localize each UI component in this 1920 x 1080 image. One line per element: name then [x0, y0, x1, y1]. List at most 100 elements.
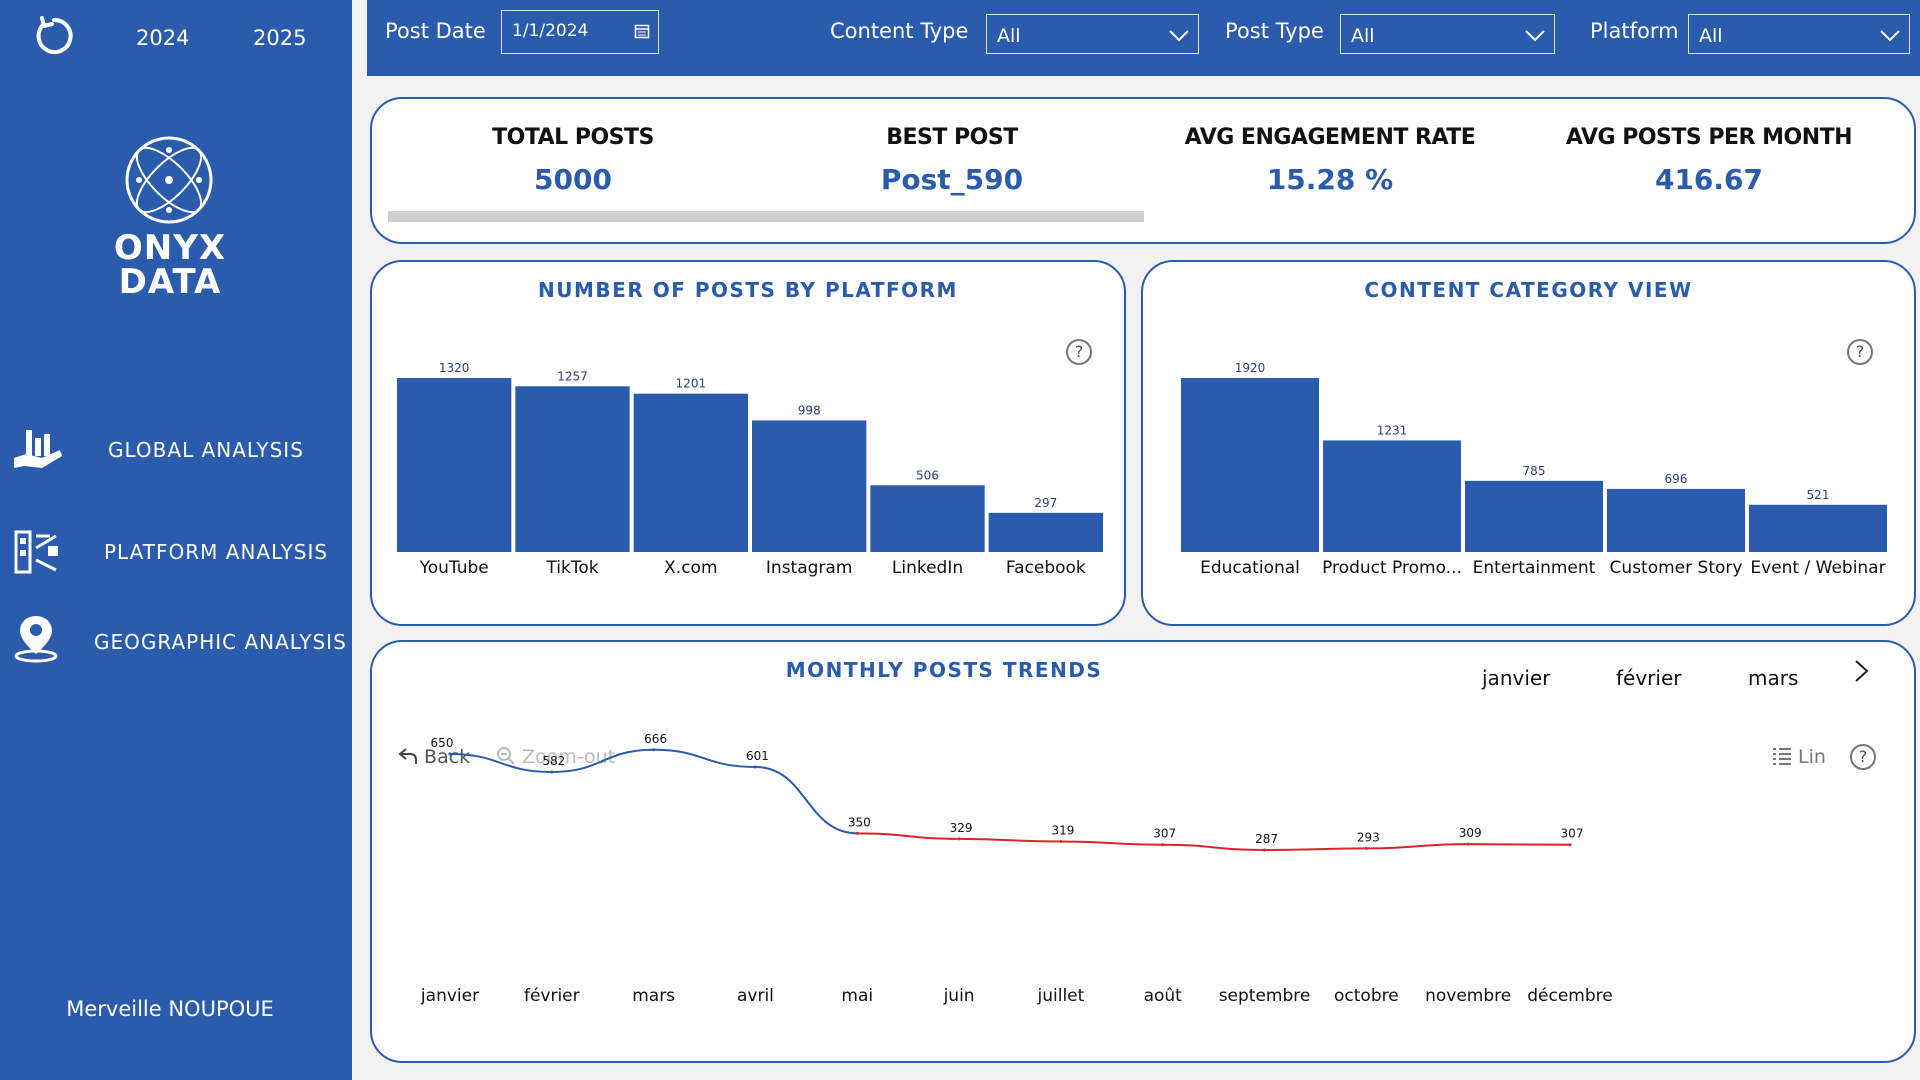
monthly-data-label: 319	[1051, 824, 1074, 838]
category-chart-card: CONTENT CATEGORY VIEW ? 1920 Educational 1…	[1141, 260, 1916, 626]
post-type-label: Post Type	[1225, 19, 1324, 43]
platform-data-label: 1201	[676, 377, 707, 391]
category-data-label: 1920	[1235, 361, 1266, 375]
monthly-data-label: 287	[1255, 832, 1278, 846]
platform-data-label: 506	[916, 468, 939, 482]
nav-global-analysis[interactable]: GLOBAL ANALYSIS	[0, 420, 352, 480]
chevron-right-icon[interactable]	[1852, 658, 1872, 684]
platform-category-label: TikTok	[545, 558, 598, 578]
kpi-engagement-value: 15.28 %	[1266, 163, 1394, 196]
platform-bar	[988, 512, 1103, 552]
monthly-data-label: 329	[950, 821, 973, 835]
monthly-month-label: juin	[943, 986, 975, 1006]
scale-toggle-button[interactable]: Lin	[1772, 746, 1826, 768]
year-2024-button[interactable]: 2024	[136, 26, 190, 50]
category-category-label: Customer Story	[1610, 558, 1743, 578]
kpi-avg-posts-value: 416.67	[1654, 163, 1764, 196]
platform-bar	[515, 386, 630, 552]
platform-data-label: 1320	[439, 361, 470, 375]
category-category-label: Entertainment	[1473, 558, 1596, 578]
monthly-point	[550, 770, 554, 774]
scale-label: Lin	[1798, 746, 1826, 768]
content-type-dropdown[interactable]: All	[986, 14, 1199, 54]
platform-bar-chart: 1320 YouTube 1257 TikTok 1201 X.com 998 Instagr…	[397, 361, 1103, 578]
platform-label: Platform	[1590, 19, 1679, 43]
monthly-point	[957, 837, 961, 841]
category-data-label: 521	[1807, 488, 1830, 502]
monthly-point	[1161, 843, 1165, 847]
post-type-value: All	[1351, 25, 1375, 47]
onyx-logo-icon	[125, 136, 213, 224]
category-bar-chart: 1920 Educational 1231 Product Promo... 785 En…	[1181, 361, 1887, 578]
nav-label: GLOBAL ANALYSIS	[108, 438, 304, 462]
platform-value: All	[1699, 25, 1723, 47]
category-chart-title: CONTENT CATEGORY VIEW	[1364, 278, 1693, 302]
drill-month-fevrier[interactable]: février	[1616, 666, 1682, 690]
category-bar	[1749, 504, 1887, 552]
monthly-month-label: mars	[632, 986, 675, 1006]
platform-dropdown[interactable]: All	[1688, 14, 1910, 54]
category-category-label: Event / Webinar	[1750, 558, 1885, 578]
monthly-data-label: 666	[644, 732, 667, 746]
kpi-total-posts-title: TOTAL POSTS	[492, 125, 654, 150]
help-icon[interactable]: ?	[1066, 339, 1092, 365]
monthly-point	[1364, 846, 1368, 850]
chevron-down-icon	[1525, 30, 1545, 42]
monthly-data-label: 350	[848, 815, 871, 829]
back-button[interactable]: Back	[398, 746, 470, 768]
year-2025-button[interactable]: 2025	[253, 26, 307, 50]
platform-chart-card: NUMBER OF POSTS BY PLATFORM ? 1320 YouTub…	[370, 260, 1126, 626]
platform-category-label: LinkedIn	[892, 558, 963, 578]
nav-geographic-analysis[interactable]: GEOGRAPHIC ANALYSIS	[0, 612, 352, 672]
calendar-icon	[634, 24, 650, 39]
post-date-label: Post Date	[385, 19, 486, 43]
post-date-value: 1/1/2024	[512, 21, 589, 41]
drill-month-janvier[interactable]: janvier	[1482, 666, 1551, 690]
monthly-line-secondary	[857, 832, 1571, 852]
category-bar	[1323, 440, 1461, 552]
help-icon[interactable]: ?	[1847, 339, 1873, 365]
monthly-month-label: septembre	[1219, 986, 1311, 1006]
monthly-month-label: octobre	[1334, 986, 1399, 1006]
chevron-down-icon	[1169, 30, 1189, 42]
platform-data-label: 998	[798, 403, 821, 417]
monthly-trends-title: MONTHLY POSTS TRENDS	[785, 658, 1103, 682]
monthly-point	[1059, 840, 1063, 844]
help-icon[interactable]: ?	[1850, 744, 1876, 770]
platform-bar	[633, 393, 748, 552]
zoom-out-button[interactable]: Zoom-out	[496, 746, 615, 768]
nav-label: PLATFORM ANALYSIS	[104, 540, 329, 564]
kpi-avg-posts-title: AVG POSTS PER MONTH	[1565, 125, 1853, 150]
drill-month-mars[interactable]: mars	[1748, 666, 1799, 690]
category-data-label: 785	[1523, 464, 1546, 478]
monthly-point	[855, 831, 859, 835]
monthly-point	[1466, 842, 1470, 846]
kpi-total-posts-value: 5000	[534, 163, 612, 196]
category-category-label: Educational	[1200, 558, 1300, 578]
nav-platform-analysis[interactable]: PLATFORM ANALYSIS	[0, 522, 352, 582]
monthly-data-label: 601	[746, 749, 769, 763]
nav-label: GEOGRAPHIC ANALYSIS	[94, 630, 347, 654]
kpi-best-post-value: Post_590	[880, 163, 1024, 196]
monthly-month-label: décembre	[1527, 986, 1612, 1006]
platform-category-label: Instagram	[766, 558, 853, 578]
category-bar	[1181, 378, 1319, 552]
monthly-point	[652, 748, 656, 752]
post-type-dropdown[interactable]: All	[1340, 14, 1555, 54]
monthly-point	[1568, 843, 1572, 847]
horizontal-scrollbar[interactable]	[388, 211, 1144, 222]
monthly-data-label: 307	[1153, 827, 1176, 841]
monthly-month-label: février	[524, 986, 580, 1006]
post-date-input[interactable]: 1/1/2024	[501, 10, 659, 54]
platform-category-label: X.com	[664, 558, 717, 578]
monthly-data-label: 309	[1459, 826, 1482, 840]
sidebar: 2024 2025 ONYX DATA GLOBAL ANALYSIS PLAT…	[0, 0, 352, 1080]
zoom-out-icon	[497, 747, 515, 765]
kpi-engagement-title: AVG ENGAGEMENT RATE	[1184, 125, 1476, 150]
refresh-icon[interactable]	[32, 14, 76, 58]
platform-data-label: 297	[1034, 496, 1057, 510]
monthly-point	[753, 765, 757, 769]
filter-bar: Post Date 1/1/2024 Content Type All Post…	[367, 0, 1920, 76]
monthly-month-label: janvier	[420, 986, 479, 1006]
category-bar	[1465, 480, 1603, 552]
